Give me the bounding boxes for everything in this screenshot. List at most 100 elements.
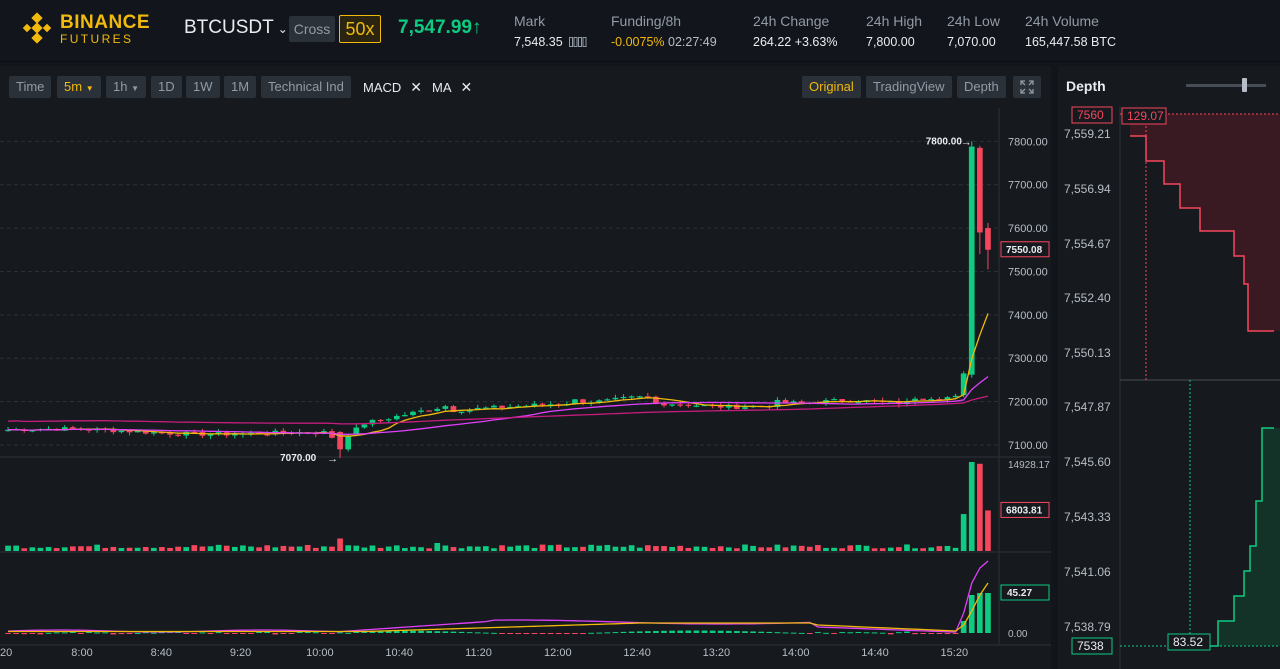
candle xyxy=(466,409,473,412)
candle xyxy=(329,431,335,438)
volume-bar xyxy=(863,545,870,551)
price-chart-area[interactable]: 7800.00 7700.00 7600.00 7500.00 7400.00 7300.… xyxy=(0,108,1051,669)
volume-bar xyxy=(960,514,967,551)
depth-price-tick: 7,559.21 xyxy=(1064,127,1111,141)
macd-histogram-bar xyxy=(985,593,991,633)
candle xyxy=(920,398,926,400)
volume-bar xyxy=(928,547,935,551)
fullscreen-icon[interactable] xyxy=(1013,76,1041,98)
margin-mode-button[interactable]: Cross xyxy=(289,16,335,42)
view-depth-button[interactable]: Depth xyxy=(957,76,1006,98)
indicator-ma-label: MA xyxy=(432,80,452,95)
view-tradingview-button[interactable]: TradingView xyxy=(866,76,952,98)
candle xyxy=(693,405,700,407)
macd-histogram-bar xyxy=(944,633,951,635)
candle xyxy=(952,395,959,398)
volume-bar xyxy=(426,548,432,551)
macd-histogram-bar xyxy=(61,632,68,634)
candle xyxy=(402,415,408,417)
macd-histogram-bar xyxy=(231,633,238,634)
depth-chart-area[interactable]: 7,559.21 7,556.94 7,554.67 7,552.40 7,550.13… xyxy=(1058,106,1280,669)
volume-bar xyxy=(790,545,797,551)
candlestick-chart[interactable]: 7800.00 7700.00 7600.00 7500.00 7400.00 7300.… xyxy=(0,108,1051,669)
symbol-name: BTCUSDT xyxy=(184,17,274,38)
volume-bar xyxy=(94,544,100,551)
depth-price-tick: 7,547.87 xyxy=(1064,400,1111,414)
candle xyxy=(280,430,287,433)
volume-bar xyxy=(207,546,214,551)
macd-histogram-bar xyxy=(199,632,206,634)
interval-5m-dropdown[interactable]: 5m ▼ xyxy=(57,76,101,98)
candle xyxy=(636,396,643,398)
macd-histogram-bar xyxy=(499,633,505,634)
volume-bar xyxy=(628,545,635,551)
volume-bar xyxy=(304,544,311,551)
candle xyxy=(337,431,343,450)
candle xyxy=(644,396,651,398)
candle xyxy=(717,405,724,408)
candle xyxy=(928,399,935,401)
macd-histogram-bar xyxy=(717,630,724,633)
depth-bid-amount-tag xyxy=(1167,633,1211,651)
close-macd-icon[interactable]: ✕ xyxy=(410,79,423,95)
candle xyxy=(369,419,376,425)
binance-futures-logo[interactable]: BINANCE FUTURES xyxy=(20,12,150,48)
volume-bar xyxy=(823,547,829,551)
time-tick-label: 12:00 xyxy=(544,647,572,659)
close-ma-icon[interactable]: ✕ xyxy=(460,79,473,95)
volume-bar xyxy=(434,542,441,551)
depth-zoom-slider[interactable] xyxy=(1186,78,1266,92)
volume-bar xyxy=(134,547,141,551)
macd-histogram-bar xyxy=(677,630,684,633)
candle xyxy=(264,434,271,436)
volume-bar xyxy=(321,546,327,551)
macd-histogram-bar xyxy=(693,630,700,633)
candle xyxy=(474,407,481,410)
interval-1m-button[interactable]: 1M xyxy=(224,76,257,98)
depth-zoom-handle[interactable] xyxy=(1242,78,1247,92)
high-price-marker: 7800.00 xyxy=(926,136,963,147)
indicator-macd-label: MACD xyxy=(363,80,402,95)
volume-bar xyxy=(564,547,570,551)
volume-bar xyxy=(118,548,125,551)
time-tick-label: 13:20 xyxy=(703,647,731,659)
candle xyxy=(5,429,11,432)
volume-bar xyxy=(393,545,400,551)
symbol-selector[interactable]: BTCUSDT ⌄ xyxy=(184,17,288,40)
macd-histogram-bar xyxy=(734,631,740,633)
volume-bar xyxy=(742,544,748,551)
interval-1w-button[interactable]: 1W xyxy=(186,76,220,98)
macd-histogram-bar xyxy=(296,632,303,634)
chart-toolbar: Time 5m ▼ 1h ▼ 1D 1W 1M Technical Ind MA… xyxy=(0,66,1051,108)
macd-histogram-bar xyxy=(912,633,918,635)
chevron-down-icon: ⌄ xyxy=(277,22,288,36)
last-price: 7,547.99↑ xyxy=(398,17,481,39)
leverage-button[interactable]: 50x xyxy=(339,15,381,43)
funding-rate: -0.0075% xyxy=(611,35,665,49)
macd-histogram-bar xyxy=(321,633,327,634)
volume-bar xyxy=(936,546,943,551)
technical-indicators-button[interactable]: Technical Ind xyxy=(261,76,351,98)
depth-chart[interactable]: 7,559.21 7,556.94 7,554.67 7,552.40 7,550.13… xyxy=(1058,106,1280,669)
view-original-button[interactable]: Original xyxy=(802,76,861,98)
macd-histogram-bar xyxy=(669,630,675,633)
volume-bar xyxy=(547,545,554,551)
interval-1d-button[interactable]: 1D xyxy=(151,76,182,98)
macd-histogram-bar xyxy=(960,621,967,633)
volume-bar xyxy=(288,546,295,551)
candle xyxy=(126,430,133,433)
low-stat: 24h Low 7,070.00 xyxy=(947,12,1000,51)
macd-histogram-bar xyxy=(126,633,133,634)
interval-1h-dropdown[interactable]: 1h ▼ xyxy=(106,76,147,98)
candle xyxy=(839,399,846,402)
macd-histogram-bar xyxy=(823,632,829,634)
mark-price-info-icon[interactable] xyxy=(569,37,587,47)
volume-bar xyxy=(944,545,951,551)
macd-histogram-bar xyxy=(782,632,789,634)
candle xyxy=(361,424,368,428)
time-button[interactable]: Time xyxy=(9,76,52,98)
volume-bar xyxy=(523,545,530,551)
depth-price-tick: 7,538.79 xyxy=(1064,620,1111,634)
candle xyxy=(725,404,732,408)
candle xyxy=(653,396,659,404)
